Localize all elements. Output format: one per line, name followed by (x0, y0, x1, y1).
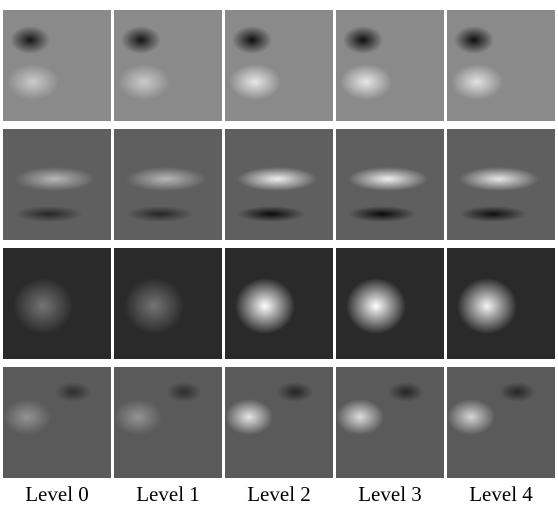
light-activation-blob (7, 64, 59, 100)
feature-map-r2-c3 (336, 248, 444, 359)
dark-activation-blob (166, 382, 202, 402)
dark-activation-blob (459, 206, 527, 222)
feature-map-r0-c3 (336, 10, 444, 121)
dark-activation-blob (10, 26, 50, 54)
tile-background (114, 10, 222, 121)
light-activation-blob (124, 278, 184, 334)
feature-map-r3-c0 (3, 367, 111, 478)
light-activation-blob (3, 399, 51, 435)
dark-activation-blob (55, 382, 91, 402)
feature-map-r3-c1 (114, 367, 222, 478)
feature-map-r1-c3 (336, 129, 444, 240)
tile-background (336, 10, 444, 121)
tile-background (447, 10, 555, 121)
light-activation-blob (235, 278, 295, 334)
dark-activation-blob (237, 206, 305, 222)
feature-map-r2-c1 (114, 248, 222, 359)
light-activation-blob (15, 167, 95, 191)
feature-map-r2-c4 (447, 248, 555, 359)
dark-activation-blob (232, 26, 272, 54)
feature-map-r3-c4 (447, 367, 555, 478)
dark-activation-blob (348, 206, 416, 222)
level-label-2: Level 2 (247, 482, 311, 506)
feature-map-r1-c0 (3, 129, 111, 240)
dark-activation-blob (388, 382, 424, 402)
level-labels: Level 0 Level 1 Level 2 Level 3 Level 4 (3, 480, 555, 512)
level-label-4: Level 4 (469, 482, 533, 506)
light-activation-blob (126, 167, 206, 191)
light-activation-blob (118, 64, 170, 100)
dark-activation-blob (343, 26, 383, 54)
light-activation-blob (447, 399, 495, 435)
light-activation-blob (346, 278, 406, 334)
light-activation-blob (336, 399, 384, 435)
light-activation-blob (114, 399, 162, 435)
feature-map-r3-c3 (336, 367, 444, 478)
feature-map-r1-c1 (114, 129, 222, 240)
light-activation-blob (340, 64, 392, 100)
light-activation-blob (451, 64, 503, 100)
feature-map-r0-c0 (3, 10, 111, 121)
feature-map-r0-c4 (447, 10, 555, 121)
feature-map-grid (3, 10, 555, 478)
dark-activation-blob (454, 26, 494, 54)
light-activation-blob (459, 167, 539, 191)
level-label-3: Level 3 (358, 482, 422, 506)
feature-map-r1-c4 (447, 129, 555, 240)
feature-map-r2-c0 (3, 248, 111, 359)
tile-background (225, 10, 333, 121)
light-activation-blob (348, 167, 428, 191)
light-activation-blob (237, 167, 317, 191)
light-activation-blob (13, 278, 73, 334)
feature-map-r1-c2 (225, 129, 333, 240)
dark-activation-blob (126, 206, 194, 222)
feature-map-r0-c2 (225, 10, 333, 121)
feature-map-r3-c2 (225, 367, 333, 478)
light-activation-blob (229, 64, 281, 100)
dark-activation-blob (499, 382, 535, 402)
dark-activation-blob (121, 26, 161, 54)
tile-background (3, 10, 111, 121)
feature-map-r0-c1 (114, 10, 222, 121)
level-label-1: Level 1 (136, 482, 200, 506)
dark-activation-blob (15, 206, 83, 222)
light-activation-blob (225, 399, 273, 435)
light-activation-blob (457, 278, 517, 334)
feature-map-r2-c2 (225, 248, 333, 359)
dark-activation-blob (277, 382, 313, 402)
level-label-0: Level 0 (25, 482, 89, 506)
